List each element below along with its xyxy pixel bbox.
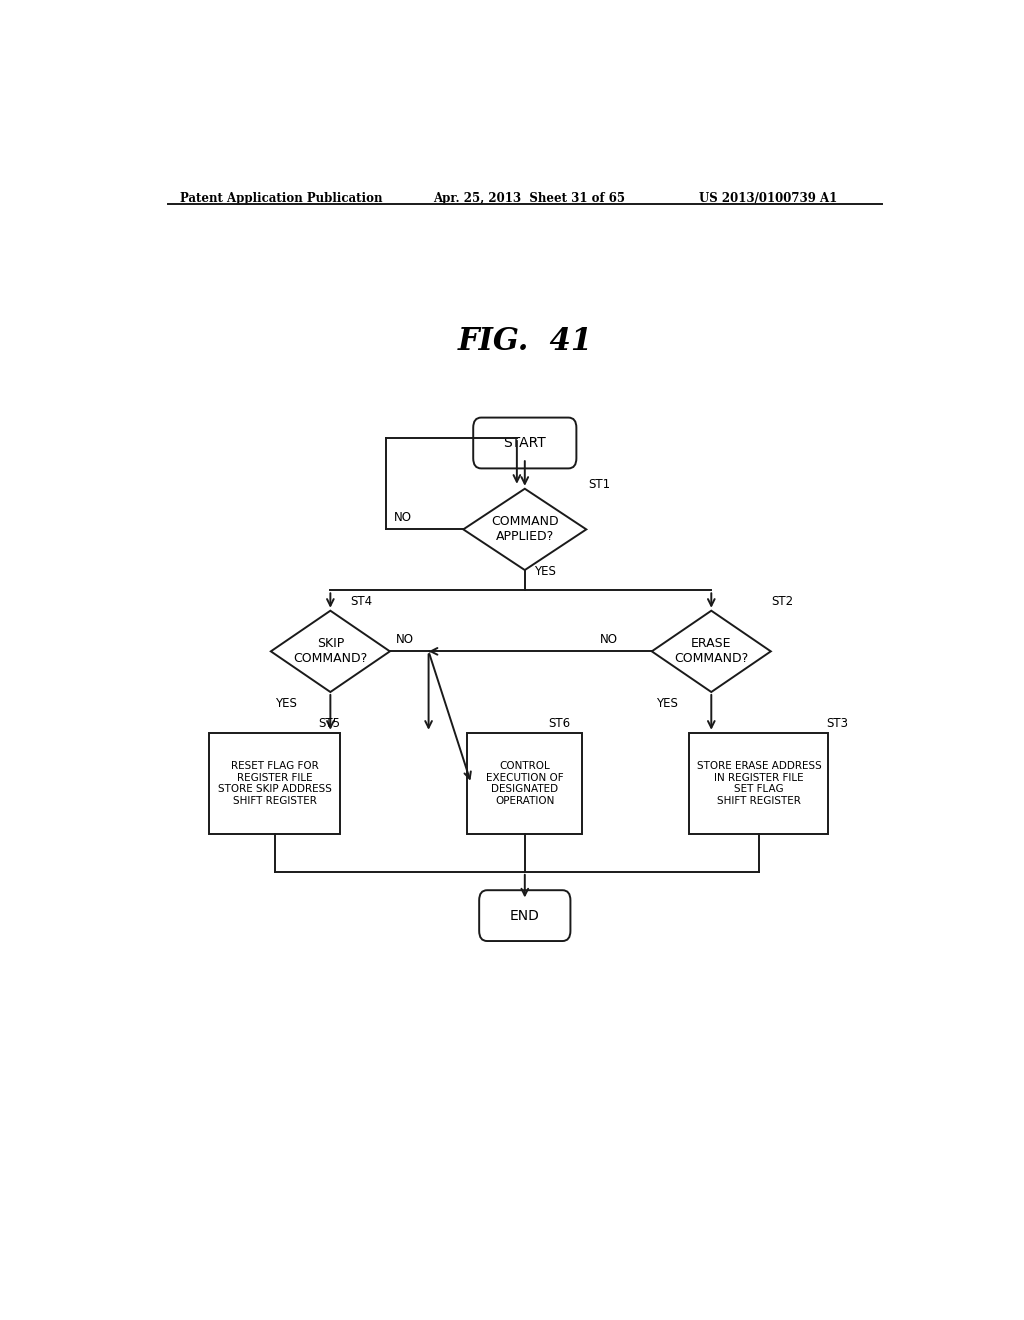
Text: Apr. 25, 2013  Sheet 31 of 65: Apr. 25, 2013 Sheet 31 of 65	[433, 191, 626, 205]
Text: RESET FLAG FOR
REGISTER FILE
STORE SKIP ADDRESS
SHIFT REGISTER: RESET FLAG FOR REGISTER FILE STORE SKIP …	[218, 762, 332, 807]
Text: ST2: ST2	[771, 594, 793, 607]
Text: FIG.  41: FIG. 41	[458, 326, 592, 356]
Text: SKIP
COMMAND?: SKIP COMMAND?	[293, 638, 368, 665]
Text: ST5: ST5	[318, 717, 340, 730]
Text: END: END	[510, 908, 540, 923]
Text: Patent Application Publication: Patent Application Publication	[179, 191, 382, 205]
Text: ST1: ST1	[588, 478, 610, 491]
Text: CONTROL
EXECUTION OF
DESIGNATED
OPERATION: CONTROL EXECUTION OF DESIGNATED OPERATIO…	[486, 762, 563, 807]
Text: NO: NO	[600, 634, 618, 647]
Bar	[689, 733, 828, 834]
Polygon shape	[463, 488, 587, 570]
Text: YES: YES	[655, 697, 678, 710]
Text: START: START	[504, 436, 546, 450]
Text: COMMAND
APPLIED?: COMMAND APPLIED?	[490, 515, 559, 544]
Text: ERASE
COMMAND?: ERASE COMMAND?	[674, 638, 749, 665]
FancyBboxPatch shape	[479, 890, 570, 941]
Text: ST6: ST6	[549, 717, 570, 730]
Text: YES: YES	[274, 697, 297, 710]
Text: STORE ERASE ADDRESS
IN REGISTER FILE
SET FLAG
SHIFT REGISTER: STORE ERASE ADDRESS IN REGISTER FILE SET…	[696, 762, 821, 807]
Polygon shape	[270, 611, 390, 692]
Text: NO: NO	[394, 511, 412, 524]
FancyBboxPatch shape	[473, 417, 577, 469]
Bar	[209, 733, 340, 834]
Text: YES: YES	[535, 565, 556, 578]
Text: US 2013/0100739 A1: US 2013/0100739 A1	[699, 191, 838, 205]
Text: ST4: ST4	[350, 594, 373, 607]
Bar	[467, 733, 583, 834]
Text: ST3: ST3	[826, 717, 848, 730]
Polygon shape	[652, 611, 771, 692]
Text: NO: NO	[396, 634, 415, 647]
